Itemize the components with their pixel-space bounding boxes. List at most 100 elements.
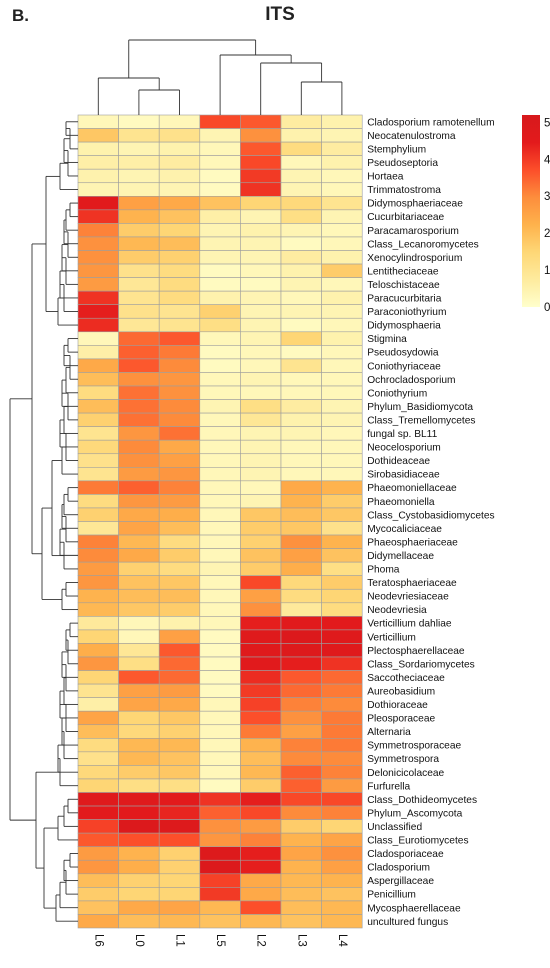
heatmap-cell <box>158 602 201 617</box>
heatmap-cell <box>158 643 201 658</box>
heatmap-cell <box>118 914 160 929</box>
heatmap-cell <box>240 182 282 197</box>
heatmap-cell <box>199 168 241 184</box>
heatmap-cell <box>77 859 119 875</box>
heatmap-cell <box>118 412 160 427</box>
heatmap-cell <box>158 534 201 549</box>
heatmap-cell <box>77 616 119 631</box>
heatmap-cell <box>158 277 201 292</box>
heatmap-cell <box>77 209 119 224</box>
heatmap-cell <box>118 561 160 577</box>
heatmap-cell <box>321 317 363 333</box>
heatmap-cell <box>280 304 322 319</box>
heatmap-cell <box>321 141 363 156</box>
heatmap-cell <box>199 317 241 333</box>
column-label: L2 <box>255 934 267 947</box>
heatmap-cell <box>240 710 282 726</box>
heatmap-cell <box>280 114 322 129</box>
heatmap-cell <box>321 602 363 617</box>
heatmap-cell <box>158 290 201 305</box>
heatmap-cell <box>280 887 322 902</box>
heatmap-cell <box>77 385 119 400</box>
heatmap-cell <box>199 412 241 427</box>
heatmap-cell <box>118 250 160 265</box>
heatmap-cell <box>158 439 201 455</box>
heatmap-cell <box>280 345 322 360</box>
heatmap-cell <box>199 331 241 346</box>
column-label: L3 <box>295 934 307 947</box>
heatmap-cell <box>280 859 322 875</box>
heatmap-cell <box>199 290 241 305</box>
heatmap-cell <box>321 277 363 292</box>
heatmap-cell <box>321 345 363 360</box>
heatmap-cell <box>240 196 282 211</box>
heatmap-cell <box>118 236 160 251</box>
row-label: Didymosphaeriaceae <box>367 199 463 210</box>
heatmap-cell <box>321 304 363 319</box>
heatmap-cell <box>158 345 201 360</box>
heatmap-cell <box>321 616 363 631</box>
heatmap-cell <box>118 697 160 712</box>
heatmap-cell <box>280 575 322 590</box>
heatmap-cell <box>158 792 201 807</box>
heatmap-cell <box>199 873 241 888</box>
heatmap-cell <box>158 399 201 414</box>
heatmap-cell <box>280 372 322 387</box>
heatmap-cell <box>77 900 119 915</box>
heatmap-cell <box>240 900 282 915</box>
heatmap-cell <box>118 439 160 455</box>
heatmap-cell <box>199 670 241 685</box>
heatmap-cell <box>158 575 201 590</box>
row-label: Teratosphaeriaceae <box>367 578 457 589</box>
colorbar-tick-label: 0 <box>544 302 550 314</box>
row-label: Aspergillaceae <box>367 876 434 887</box>
heatmap-cell <box>280 643 322 658</box>
heatmap-cell <box>240 832 282 848</box>
heatmap-cell <box>158 372 201 387</box>
heatmap-cell <box>77 250 119 265</box>
heatmap-cell <box>77 453 119 468</box>
heatmap-cell <box>77 602 119 617</box>
heatmap-cell <box>118 548 160 563</box>
colorbar <box>522 115 540 307</box>
heatmap-cell <box>199 914 241 929</box>
heatmap-cell <box>118 182 160 197</box>
heatmap-cell <box>321 426 363 441</box>
heatmap-cell <box>321 507 363 522</box>
heatmap-cell <box>321 182 363 197</box>
heatmap-cell <box>321 521 363 536</box>
heatmap-cell <box>77 561 119 577</box>
heatmap-cell <box>199 128 241 143</box>
heatmap-cell <box>321 859 363 875</box>
heatmap-cell <box>240 507 282 522</box>
heatmap-cell <box>158 426 201 441</box>
heatmap-cell <box>280 588 322 604</box>
heatmap-cell <box>199 629 241 644</box>
row-label: Unclassified <box>367 822 422 833</box>
heatmap-cell <box>321 385 363 400</box>
row-label: Verticillium dahliae <box>367 619 452 630</box>
heatmap-cell <box>240 846 282 861</box>
heatmap-cell <box>240 345 282 360</box>
heatmap-cell <box>199 345 241 360</box>
heatmap-cell <box>240 385 282 400</box>
colorbar-tick-label: 4 <box>544 154 550 166</box>
heatmap-cell <box>199 710 241 726</box>
heatmap-cell <box>77 792 119 807</box>
row-label: Symmetrosporaceae <box>367 741 461 752</box>
heatmap-cell <box>158 209 201 224</box>
heatmap-cell <box>77 846 119 861</box>
heatmap-cell <box>118 358 160 373</box>
heatmap-cell <box>77 182 119 197</box>
row-labels: Cladosporium ramotenellum Neocatenulostro… <box>367 117 494 927</box>
heatmap-cell <box>77 494 119 509</box>
heatmap-cell <box>158 250 201 265</box>
heatmap-cell <box>199 534 241 549</box>
heatmap-cell <box>77 575 119 590</box>
heatmap-cell <box>240 114 282 129</box>
heatmap-cell <box>321 155 363 170</box>
heatmap-cell <box>280 616 322 631</box>
row-label: Phylum_Ascomycota <box>367 808 462 819</box>
heatmap-cell <box>321 683 363 698</box>
heatmap-cell <box>199 453 241 468</box>
